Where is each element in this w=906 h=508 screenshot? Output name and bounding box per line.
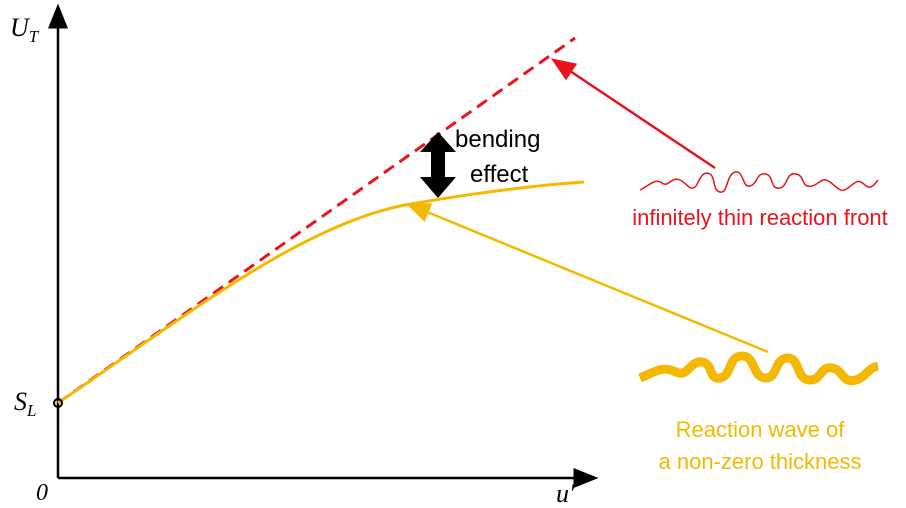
- pointer-arrow: [405, 203, 769, 354]
- thick-wave-label: Reaction wave of: [676, 417, 846, 442]
- thick-wave-curve: [57, 180, 585, 405]
- thick-wave-label: a non-zero thickness: [659, 449, 862, 474]
- x-axis-label: u′: [556, 479, 575, 508]
- bending-arrow: [420, 132, 456, 198]
- thick-wave-icon: [638, 351, 880, 386]
- thin-front-icon: [639, 171, 879, 193]
- intercept-label: SL: [14, 387, 36, 420]
- y-axis-label: UT: [10, 13, 40, 46]
- intercept-point: [53, 398, 63, 408]
- annotation-text: effect: [470, 161, 529, 188]
- thin-front-label: infinitely thin reaction front: [632, 205, 888, 230]
- origin-label: 0: [36, 480, 48, 506]
- annotation-text: bending: [455, 126, 540, 153]
- pointer-arrow: [550, 58, 716, 170]
